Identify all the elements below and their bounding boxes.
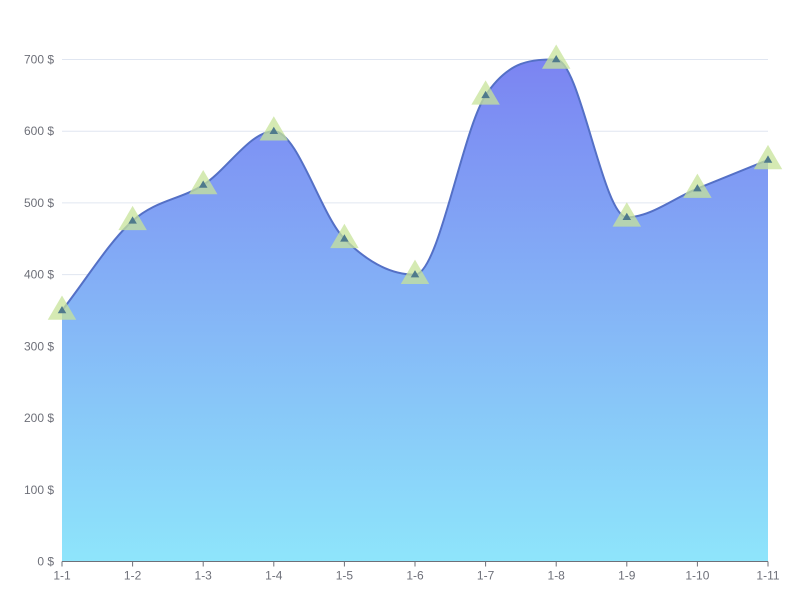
series-area-fill — [62, 59, 768, 562]
data-point-1-5 — [330, 223, 359, 249]
data-point-1-3 — [188, 170, 218, 195]
x-tick-label: 1-3 — [195, 569, 213, 583]
x-tick-label: 1-6 — [406, 569, 424, 583]
x-tick-label: 1-9 — [618, 569, 636, 583]
x-tick-label: 1-10 — [685, 569, 709, 583]
triangle-marker-core-icon — [551, 55, 561, 63]
area-fill-group — [61, 58, 769, 562]
triangle-marker-core-icon — [481, 90, 490, 99]
x-tick-label: 1-4 — [265, 569, 283, 583]
data-markers — [47, 44, 783, 320]
triangle-marker-core-icon — [128, 216, 137, 224]
y-tick-label: 300 $ — [24, 339, 54, 353]
y-tick-label: 200 $ — [24, 411, 54, 425]
y-tick-label: 100 $ — [24, 483, 54, 497]
data-point-1-7 — [471, 80, 500, 105]
y-tick-label: 500 $ — [24, 196, 54, 210]
y-tick-label: 0 $ — [37, 555, 54, 569]
data-point-1-9 — [612, 202, 642, 227]
triangle-marker-core-icon — [410, 270, 420, 278]
data-point-1-1 — [47, 295, 77, 320]
axes: 1-1 1-2 1-3 1-4 1-5 1-6 1-7 1-8 1-9 1-10 1-11 — [53, 561, 780, 583]
x-tick-label: 1-7 — [477, 569, 495, 583]
x-tick-label: 1-1 — [53, 569, 71, 583]
y-tick-label: 600 $ — [24, 124, 54, 138]
triangle-marker-core-icon — [269, 126, 279, 135]
y-tick-label: 700 $ — [24, 53, 54, 67]
triangle-marker-core-icon — [693, 184, 702, 192]
data-point-1-10 — [683, 173, 712, 198]
x-tick-label: 1-5 — [336, 569, 354, 583]
triangle-marker-core-icon — [622, 212, 632, 221]
triangle-marker-core-icon — [340, 234, 349, 242]
data-point-1-2 — [118, 205, 147, 231]
triangle-marker-core-icon — [57, 306, 67, 314]
data-point-1-4 — [259, 116, 289, 141]
x-tick-label: 1-2 — [124, 569, 142, 583]
data-point-1-6 — [400, 259, 430, 284]
data-point-1-8 — [541, 44, 571, 69]
y-tick-label: 400 $ — [24, 268, 54, 282]
data-point-1-11 — [753, 144, 783, 170]
x-tick-label: 1-8 — [548, 569, 566, 583]
triangle-marker-core-icon — [763, 155, 773, 163]
triangle-marker-core-icon — [198, 180, 208, 188]
x-tick-label: 1-11 — [756, 569, 779, 583]
